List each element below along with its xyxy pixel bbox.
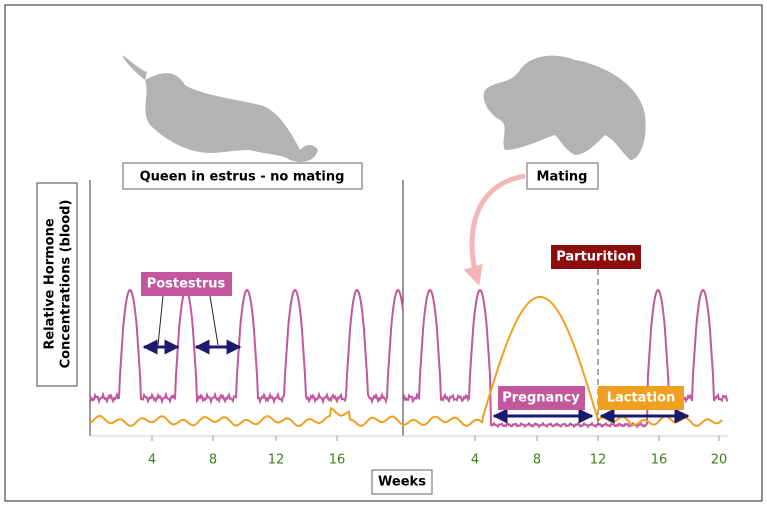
tick-label: 12	[590, 453, 607, 468]
annotation: Pregnancy	[502, 391, 580, 406]
progesterone-curve	[90, 290, 403, 402]
y-axis-label: Relative Hormone	[43, 218, 58, 349]
page: {"y_axis_label": ["Relative Hormone", "C…	[0, 0, 767, 506]
tick-label: 8	[209, 453, 217, 468]
mating-arrow	[472, 176, 525, 282]
panel-title: Mating	[537, 170, 588, 185]
tick-label: 12	[268, 453, 285, 468]
tick-label: 8	[533, 453, 541, 468]
diagram: Relative Hormone Concentrations (blood) …	[0, 0, 767, 506]
tick-label: 4	[471, 453, 479, 468]
connector	[210, 296, 218, 345]
connector	[158, 296, 163, 345]
tick-label: 20	[711, 453, 728, 468]
tick-label: 4	[148, 453, 156, 468]
tick-label: 16	[329, 453, 346, 468]
panel-title: Queen in estrus - no mating	[140, 170, 345, 185]
x-axis-label: Weeks	[378, 475, 426, 490]
annotation: Lactation	[607, 391, 676, 406]
annotation: Postestrus	[147, 277, 226, 292]
y-axis-label: Concentrations (blood)	[59, 200, 74, 369]
frame	[5, 5, 762, 501]
cats-mating	[484, 56, 646, 160]
annotation: Parturition	[556, 250, 636, 265]
tick-label: 16	[651, 453, 668, 468]
cat-estrus	[122, 55, 318, 162]
